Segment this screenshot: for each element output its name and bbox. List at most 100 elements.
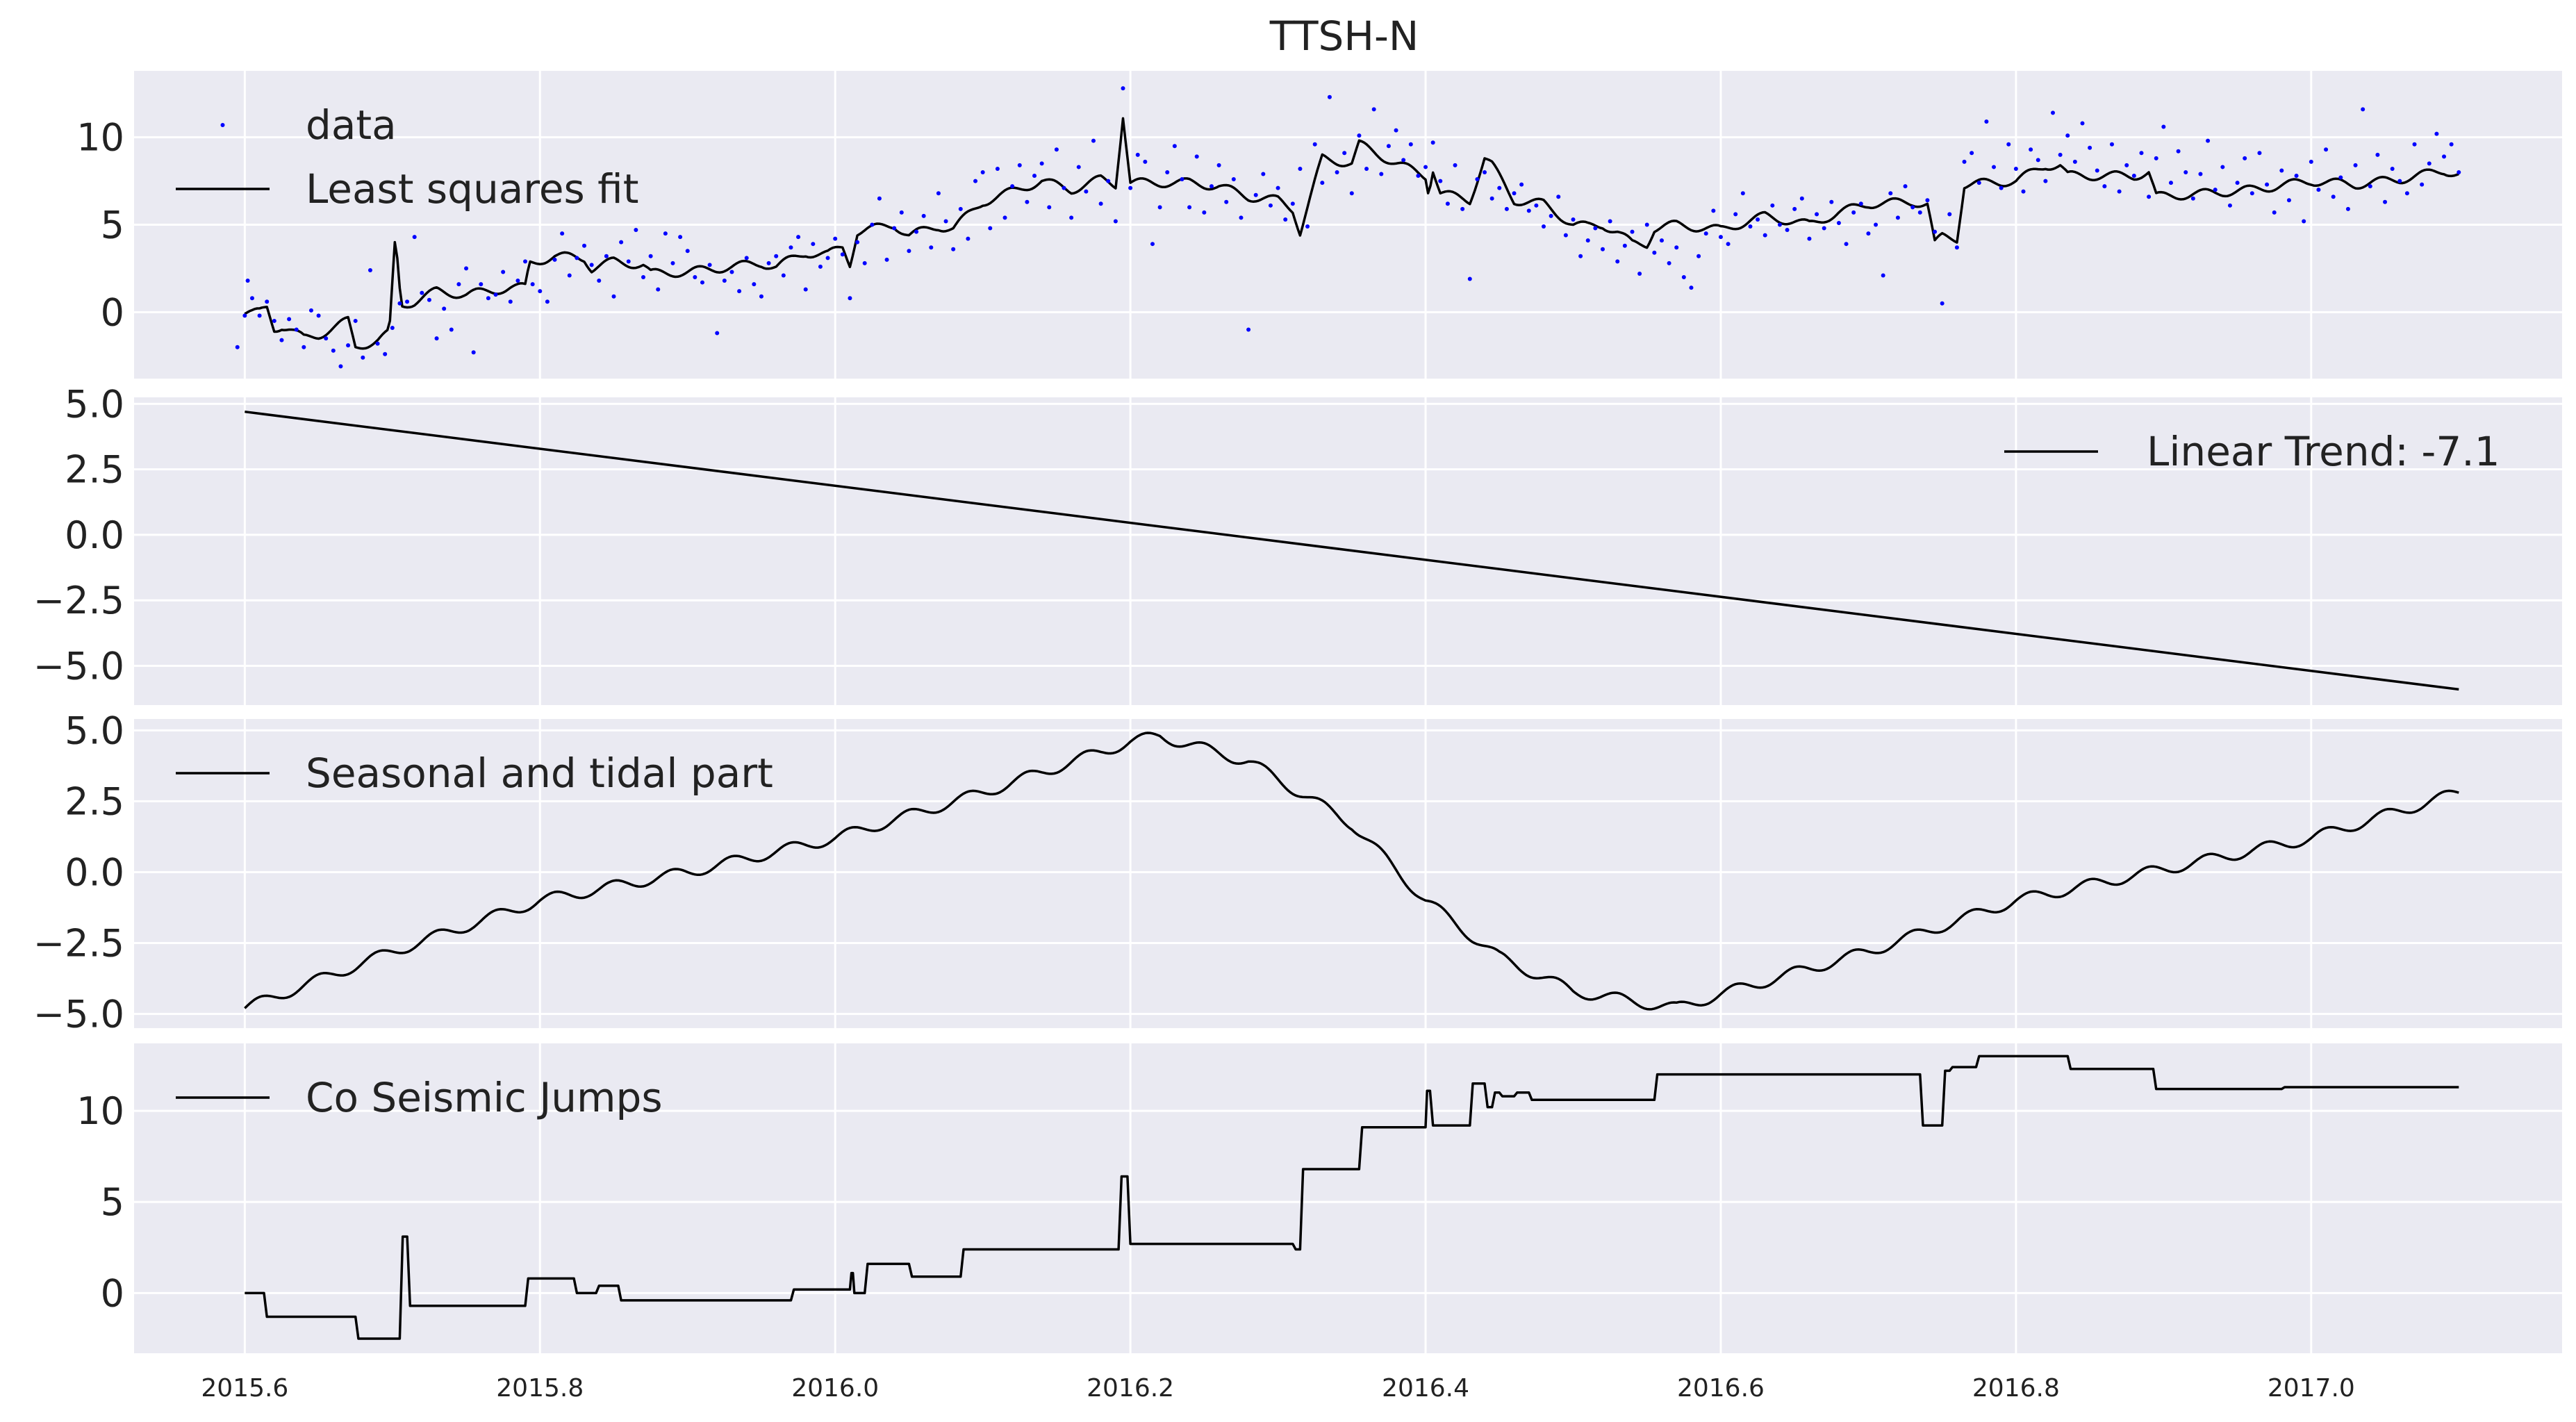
data-point xyxy=(405,299,410,304)
data-point xyxy=(2109,142,2114,147)
y-tick-label: 10 xyxy=(76,116,124,160)
data-point xyxy=(2324,147,2329,152)
data-point xyxy=(1113,219,1118,224)
legend: Seasonal and tidal part xyxy=(176,750,773,797)
y-tick-label: 0.0 xyxy=(65,513,124,557)
x-tick-label: 2016.4 xyxy=(1382,1374,1469,1403)
x-tick-label: 2015.8 xyxy=(496,1374,584,1403)
data-point xyxy=(434,336,439,341)
data-point xyxy=(1933,229,1938,234)
data-point xyxy=(265,299,270,304)
data-point xyxy=(1143,159,1148,164)
data-point xyxy=(1121,86,1125,91)
data-point xyxy=(1386,144,1391,149)
data-point xyxy=(1327,94,1332,99)
data-point xyxy=(1519,182,1524,187)
data-point xyxy=(737,289,742,294)
data-point xyxy=(619,240,624,245)
data-point xyxy=(545,299,550,304)
data-point xyxy=(2117,189,2122,194)
y-tick-label: 5.0 xyxy=(65,382,124,426)
y-tick-label: 2.5 xyxy=(65,448,124,492)
data-point xyxy=(914,229,919,234)
data-point xyxy=(1740,191,1745,196)
y-tick-label: 5.0 xyxy=(65,709,124,752)
data-point xyxy=(1047,205,1052,210)
data-point xyxy=(781,273,786,278)
chart-panels: 0 5 10 data Least squares fit 5.0 2.5 0.0 −2.5 −5… xyxy=(33,71,2562,1353)
data-point xyxy=(390,326,395,331)
data-point xyxy=(235,345,240,349)
data-point xyxy=(958,206,963,211)
data-point xyxy=(1202,210,1207,215)
data-point xyxy=(397,301,402,306)
data-point xyxy=(2420,182,2425,187)
data-point xyxy=(2124,163,2129,167)
data-point xyxy=(2072,159,2077,164)
series-line-seasonal-and-tidal-part xyxy=(244,731,2459,1011)
data-point xyxy=(597,279,602,283)
x-tick-label: 2016.8 xyxy=(1972,1374,2060,1403)
data-point xyxy=(1585,238,1590,243)
data-point xyxy=(1320,181,1325,185)
data-point xyxy=(2131,174,2136,179)
data-point xyxy=(1799,196,1804,201)
data-point xyxy=(442,306,447,311)
data-point xyxy=(346,343,351,348)
data-point xyxy=(1829,199,1834,204)
data-point xyxy=(626,259,631,264)
data-point xyxy=(471,350,476,355)
data-point xyxy=(870,222,875,227)
data-point xyxy=(1858,201,1863,206)
data-point xyxy=(2361,107,2366,112)
data-point xyxy=(1976,181,1981,185)
data-point xyxy=(1483,170,1487,174)
data-point xyxy=(1785,228,1790,233)
data-point xyxy=(2286,198,2291,203)
data-point xyxy=(1460,206,1465,211)
data-point xyxy=(796,235,801,240)
data-point xyxy=(1305,224,1310,229)
data-point xyxy=(907,249,911,254)
data-point xyxy=(1017,163,1022,167)
data-point xyxy=(1209,184,1214,189)
data-point xyxy=(641,275,645,280)
data-point xyxy=(308,308,313,313)
data-point xyxy=(1888,191,1893,196)
data-point xyxy=(420,290,424,295)
data-point xyxy=(1762,233,1767,238)
data-point xyxy=(936,191,941,196)
legend-label: data xyxy=(306,101,397,149)
data-point xyxy=(316,313,321,318)
y-tick-label: 5 xyxy=(101,204,124,247)
data-point xyxy=(2065,133,2070,138)
data-point xyxy=(427,297,431,302)
data-point xyxy=(929,245,934,250)
y-tick-label: 0.0 xyxy=(65,850,124,894)
data-point xyxy=(1312,142,1317,147)
data-point xyxy=(1637,271,1642,276)
data-point xyxy=(1438,179,1443,183)
data-point xyxy=(2375,152,2380,157)
legend: Linear Trend: -7.1 xyxy=(2004,428,2500,475)
data-point xyxy=(1275,185,1280,190)
data-point xyxy=(1674,245,1679,250)
data-point xyxy=(693,275,697,280)
x-tick-label: 2016.6 xyxy=(1677,1374,1765,1403)
data-point xyxy=(1091,138,1096,143)
data-point xyxy=(2345,206,2350,211)
data-point xyxy=(1807,236,1812,241)
data-point xyxy=(648,254,653,258)
data-point xyxy=(361,355,365,360)
data-point xyxy=(1571,217,1576,222)
data-point xyxy=(2316,188,2321,192)
data-point xyxy=(1010,184,1015,189)
data-point xyxy=(1231,177,1236,182)
y-tick-label: −2.5 xyxy=(33,579,124,622)
data-point xyxy=(1711,208,1716,213)
data-point xyxy=(2257,151,2262,156)
data-point xyxy=(2168,181,2173,185)
data-point xyxy=(412,235,417,240)
data-point xyxy=(2434,131,2439,136)
